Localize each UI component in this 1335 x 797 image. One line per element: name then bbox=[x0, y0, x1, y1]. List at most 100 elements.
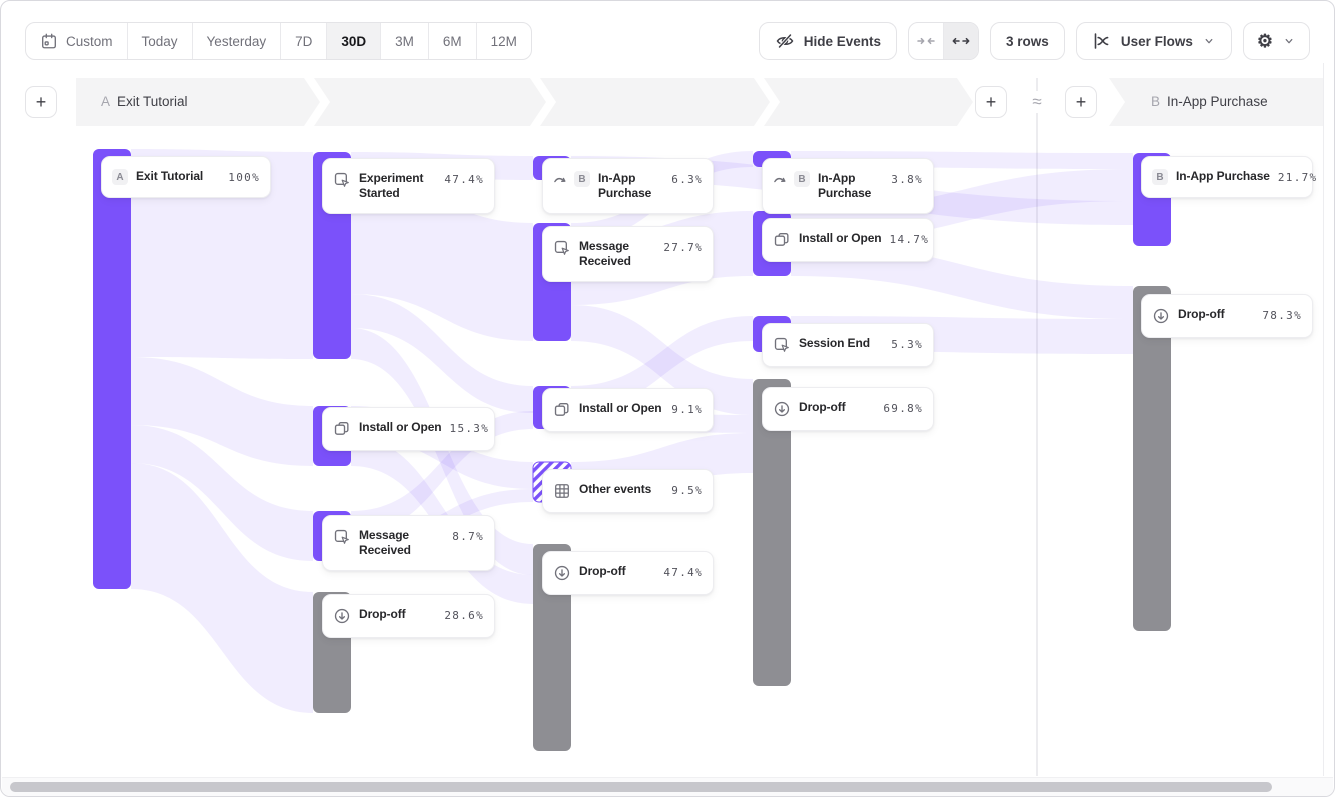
canvas-right-edge bbox=[1323, 63, 1324, 776]
date-range-30d[interactable]: 30D bbox=[327, 23, 382, 59]
add-start-step-button[interactable]: + bbox=[25, 86, 57, 118]
add-step-flow-b-button[interactable]: + bbox=[1065, 86, 1097, 118]
event-click-icon bbox=[333, 171, 351, 189]
node-percentage: 15.3% bbox=[449, 422, 490, 435]
node-percentage: 9.1% bbox=[671, 403, 703, 416]
node-label: Install or Open bbox=[359, 420, 442, 434]
node-percentage: 14.7% bbox=[889, 233, 930, 246]
flow-ribbon-0 bbox=[131, 149, 313, 359]
add-step-flow-a-button[interactable]: + bbox=[975, 86, 1007, 118]
flow-node-card-install-or-open-4[interactable]: Install or Open 14.7% bbox=[762, 218, 934, 262]
node-label: Drop-off bbox=[799, 400, 846, 414]
hide-events-label: Hide Events bbox=[803, 33, 882, 49]
expand-columns-button[interactable] bbox=[943, 23, 979, 59]
date-range-custom[interactable]: Custom bbox=[26, 23, 128, 59]
date-range-label: Yesterday bbox=[206, 33, 267, 49]
flow-badge-b-icon: B bbox=[574, 171, 590, 187]
flow-node-card-drop-off-3[interactable]: Drop-off 47.4% bbox=[542, 551, 714, 595]
jump-arrow-icon bbox=[553, 172, 568, 187]
node-percentage: 47.4% bbox=[663, 566, 703, 579]
flow-node-card-install-or-open-2[interactable]: Install or Open 15.3% bbox=[322, 407, 495, 451]
hide-events-button[interactable]: Hide Events bbox=[758, 22, 898, 60]
node-label: Install or Open bbox=[579, 401, 662, 415]
event-click-icon bbox=[333, 528, 351, 546]
horizontal-scrollbar-track[interactable] bbox=[2, 777, 1333, 796]
node-icon-group: B bbox=[1152, 169, 1168, 185]
date-range-yesterday[interactable]: Yesterday bbox=[193, 23, 282, 59]
flow-ribbon-20 bbox=[791, 243, 1133, 319]
flow-badge-b-icon: B bbox=[794, 171, 810, 187]
flow-node-card-install-or-open-3[interactable]: Install or Open 9.1% bbox=[542, 388, 714, 432]
copy-icon bbox=[333, 420, 351, 438]
flow-b-step-header bbox=[1109, 78, 1323, 126]
collapse-columns-button[interactable] bbox=[909, 23, 943, 59]
node-percentage: 78.3% bbox=[1262, 309, 1302, 322]
horizontal-scrollbar-thumb[interactable] bbox=[10, 782, 1272, 792]
node-percentage: 6.3% bbox=[671, 173, 703, 186]
flow-ribbon-6 bbox=[351, 294, 533, 413]
flow-node-card-in-app-purchase-3[interactable]: B In-App Purchase 6.3% bbox=[542, 158, 714, 214]
node-icon-group bbox=[333, 171, 351, 189]
event-click-icon bbox=[773, 336, 791, 354]
date-range-label: 3M bbox=[395, 33, 414, 49]
node-percentage: 5.3% bbox=[891, 338, 923, 351]
flow-node-bar-drop-off-b[interactable] bbox=[1133, 286, 1171, 631]
date-range-7d[interactable]: 7D bbox=[281, 23, 328, 59]
chevron-down-icon bbox=[1282, 34, 1296, 48]
node-label: In-App Purchase bbox=[1176, 169, 1270, 183]
rows-button[interactable]: 3 rows bbox=[990, 22, 1065, 60]
flow-node-card-session-end-4[interactable]: Session End 5.3% bbox=[762, 323, 934, 367]
node-label: Install or Open bbox=[799, 231, 882, 245]
node-percentage: 3.8% bbox=[891, 173, 923, 186]
node-label: Other events bbox=[579, 482, 652, 496]
flow-node-card-in-app-purchase-4[interactable]: B In-App Purchase 3.8% bbox=[762, 158, 934, 214]
flow-ribbon-15 bbox=[571, 316, 753, 411]
flow-node-card-drop-off-b[interactable]: Drop-off 78.3% bbox=[1141, 294, 1313, 338]
dropoff-icon bbox=[553, 564, 571, 582]
node-label: Exit Tutorial bbox=[136, 169, 204, 183]
flow-ribbon-2 bbox=[131, 425, 313, 561]
rows-label: 3 rows bbox=[1006, 33, 1049, 49]
flow-node-card-message-received-2[interactable]: Message Received 8.7% bbox=[322, 515, 495, 571]
toolbar-right-group: Hide Events bbox=[758, 22, 1310, 60]
node-percentage: 8.7% bbox=[452, 530, 484, 543]
copy-icon bbox=[773, 231, 791, 249]
date-range-6m[interactable]: 6M bbox=[429, 23, 477, 59]
date-range-today[interactable]: Today bbox=[128, 23, 193, 59]
flow-node-card-experiment-started-2[interactable]: Experiment Started 47.4% bbox=[322, 158, 495, 214]
chart-type-label: User Flows bbox=[1120, 33, 1193, 49]
node-label: In-App Purchase bbox=[598, 171, 652, 200]
flow-node-bar-drop-off-4[interactable] bbox=[753, 379, 791, 686]
flow-node-card-in-app-purchase-b[interactable]: B In-App Purchase 21.7% bbox=[1141, 156, 1316, 198]
node-percentage: 69.8% bbox=[883, 402, 923, 415]
flow-node-card-drop-off-4[interactable]: Drop-off 69.8% bbox=[762, 387, 934, 431]
flow-node-bar-exit-tutorial-1[interactable] bbox=[93, 149, 131, 589]
flow-b-badge: B bbox=[1151, 94, 1161, 109]
node-label: Drop-off bbox=[359, 607, 406, 621]
column-width-toggle bbox=[908, 22, 980, 60]
node-icon-group bbox=[553, 401, 571, 419]
settings-dropdown[interactable]: ⚙ bbox=[1242, 22, 1310, 60]
date-range-12m[interactable]: 12M bbox=[477, 23, 531, 59]
chart-type-dropdown[interactable]: User Flows bbox=[1075, 22, 1232, 60]
flow-a-header-label[interactable]: A Exit Tutorial bbox=[101, 78, 188, 126]
flows-chart-icon bbox=[1092, 31, 1112, 51]
flow-node-bar-drop-off-3[interactable] bbox=[533, 544, 571, 751]
flow-node-card-message-received-3[interactable]: Message Received 27.7% bbox=[542, 226, 714, 282]
node-icon-group: A bbox=[112, 169, 128, 185]
flow-node-card-other-events-3[interactable]: Other events 9.5% bbox=[542, 469, 714, 513]
date-range-3m[interactable]: 3M bbox=[381, 23, 429, 59]
dropoff-icon bbox=[333, 607, 351, 625]
date-range-label: 12M bbox=[490, 33, 517, 49]
node-icon-group bbox=[333, 607, 351, 625]
dropoff-icon bbox=[773, 400, 791, 418]
node-percentage: 21.7% bbox=[1277, 171, 1318, 184]
flow-node-card-drop-off-2[interactable]: Drop-off 28.6% bbox=[322, 594, 495, 638]
flow-node-card-exit-tutorial-1[interactable]: A Exit Tutorial 100% bbox=[101, 156, 271, 198]
flow-b-header-label[interactable]: B In-App Purchase bbox=[1151, 78, 1268, 126]
flow-ribbon-1 bbox=[131, 357, 313, 466]
flow-badge-b-icon: B bbox=[1152, 169, 1168, 185]
date-range-label: Custom bbox=[66, 33, 113, 49]
node-label: Drop-off bbox=[579, 564, 626, 578]
